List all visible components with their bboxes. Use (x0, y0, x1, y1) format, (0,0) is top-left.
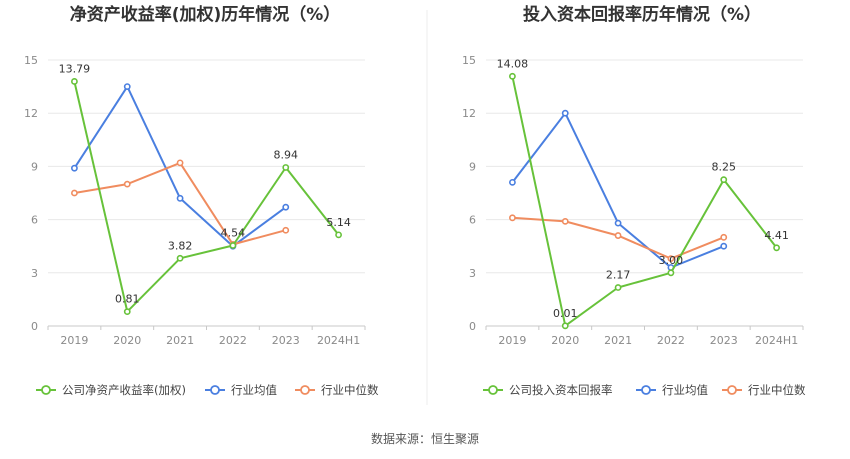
chart-panel-2: 投入资本回报率历年情况（%） 0 3 6 9 12 15 2019 2020 2021 2022 20… (462, 4, 806, 397)
chart-title: 投入资本回报率历年情况（%） (523, 4, 761, 25)
legend-swatch-marker (488, 385, 498, 395)
data-label: 8.94 (274, 148, 299, 161)
legend-label: 行业均值 (231, 383, 277, 397)
data-point-avg (123, 83, 131, 90)
chart-title: 净资产收益率(加权)历年情况（%） (70, 4, 341, 25)
x-tick-label: 2023 (272, 334, 300, 347)
data-point-avg (614, 219, 622, 227)
data-label: 3.82 (168, 239, 193, 252)
legend-label: 公司投入资本回报率 (509, 383, 613, 397)
data-label: 0.81 (115, 293, 140, 306)
series-line-company (73, 81, 340, 313)
series-line-median (74, 161, 287, 246)
series-line-avg (511, 112, 725, 269)
x-tick-label: 2020 (113, 334, 141, 347)
data-label: 4.41 (764, 229, 789, 242)
y-tick-label: 0 (31, 320, 38, 333)
data-point-median (720, 233, 728, 241)
data-label: 3.00 (659, 254, 684, 267)
data-point-company (614, 284, 622, 291)
y-tick-label: 15 (24, 54, 38, 67)
legend-swatch-marker (727, 385, 737, 395)
data-point-company (773, 244, 780, 252)
data-point-avg (509, 178, 516, 186)
data-point-company (123, 308, 131, 316)
data-point-avg (71, 164, 78, 172)
y-tick-label: 6 (469, 214, 476, 227)
y-tick-label: 3 (31, 267, 38, 280)
data-label: 5.14 (326, 216, 351, 229)
y-tick-label: 12 (462, 107, 476, 120)
y-tick-label: 3 (469, 267, 476, 280)
data-point-median (282, 226, 290, 234)
x-tick-label: 2023 (710, 334, 738, 347)
data-point-company (720, 176, 728, 184)
legend-swatch-marker (300, 385, 310, 395)
legend-item-median: 行业中位数 (722, 383, 806, 397)
data-point-median (123, 180, 131, 188)
data-label: 4.54 (221, 226, 246, 239)
data-point-company (282, 164, 290, 171)
data-point-median (176, 159, 184, 167)
x-tick-label: 2020 (551, 334, 579, 347)
legend-item-company: 公司净资产收益率(加权) (36, 383, 186, 397)
data-point-company (229, 242, 237, 249)
legend-item-avg: 行业均值 (205, 383, 277, 397)
data-label: 0.01 (553, 307, 578, 320)
legend-item-company: 公司投入资本回报率 (483, 383, 613, 397)
data-point-avg (561, 109, 569, 117)
x-tick-label: 2019 (60, 334, 88, 347)
legend-label: 行业中位数 (321, 383, 379, 397)
x-tick-label: 2022 (657, 334, 685, 347)
x-tick-label: 2021 (166, 334, 194, 347)
data-point-avg (720, 242, 728, 250)
y-tick-label: 6 (31, 214, 38, 227)
y-tick-label: 15 (462, 54, 476, 67)
legend-swatch-marker (641, 385, 651, 395)
legend-item-median: 行业中位数 (295, 383, 379, 397)
data-label: 2.17 (606, 269, 631, 282)
x-tick-label: 2024H1 (755, 334, 798, 347)
legend-swatch-marker (41, 385, 51, 395)
legend-swatch-marker (210, 385, 220, 395)
data-label: 8.25 (712, 161, 737, 174)
data-point-median (71, 189, 78, 197)
data-source-label: 数据来源：恒生聚源 (371, 431, 479, 446)
data-label: 14.08 (497, 57, 529, 70)
x-tick-label: 2021 (604, 334, 632, 347)
data-point-avg (176, 194, 184, 202)
legend-item-avg: 行业均值 (636, 383, 708, 397)
legend-label: 行业中位数 (748, 383, 806, 397)
x-tick-label: 2024H1 (317, 334, 360, 347)
chart-panel-1: 净资产收益率(加权)历年情况（%） 0 3 6 9 12 15 2019 2020 2021 202… (24, 4, 379, 397)
data-label: 13.79 (59, 62, 91, 75)
data-point-company (71, 78, 78, 85)
series-line-company (511, 76, 778, 327)
data-point-median (614, 232, 622, 239)
data-point-company (335, 231, 342, 239)
legend-label: 行业均值 (662, 383, 708, 397)
data-point-median (667, 255, 675, 263)
y-tick-label: 0 (469, 320, 476, 333)
data-point-company (561, 322, 569, 330)
data-point-avg (282, 203, 290, 211)
legend-label: 公司净资产收益率(加权) (62, 383, 186, 397)
data-point-company (667, 269, 675, 277)
x-tick-label: 2022 (219, 334, 247, 347)
data-point-median (561, 217, 569, 225)
y-tick-label: 12 (24, 107, 38, 120)
data-point-company (176, 254, 184, 262)
data-point-median (509, 214, 516, 222)
y-tick-label: 9 (469, 160, 476, 173)
y-tick-label: 9 (31, 160, 38, 173)
x-tick-label: 2019 (498, 334, 526, 347)
data-point-company (509, 72, 516, 80)
